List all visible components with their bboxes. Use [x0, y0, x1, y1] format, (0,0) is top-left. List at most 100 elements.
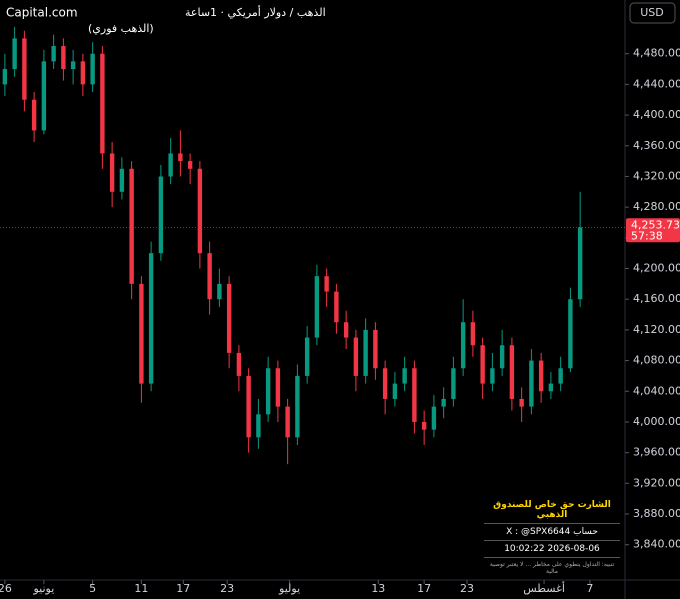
candle-body	[119, 168, 125, 192]
candle-body	[558, 368, 563, 384]
candle-body	[431, 406, 437, 430]
last-price-box	[626, 218, 680, 243]
candle-body	[2, 69, 8, 85]
candle-body	[129, 168, 134, 284]
candle-body	[256, 414, 261, 438]
x-tick-label: يونيو	[32, 582, 54, 595]
candle-body	[12, 38, 17, 70]
y-tick-label: 4,000.00	[633, 415, 680, 428]
candle-body	[285, 406, 290, 438]
currency[interactable]: USD	[640, 6, 664, 19]
x-tick-label: 7	[586, 582, 593, 595]
brand: Capital.com	[6, 6, 78, 20]
candle-body	[187, 161, 193, 169]
candle-body	[499, 345, 505, 369]
panel-title: الشارت حق خاص للصندوق الذهبي	[484, 497, 620, 524]
x-tick-label: 23	[460, 582, 474, 595]
candle-body	[51, 46, 56, 62]
candle-body	[22, 38, 27, 100]
y-tick-label: 4,080.00	[633, 354, 680, 367]
candle-body	[509, 345, 515, 399]
candle-body	[451, 368, 456, 399]
y-tick-label: 4,200.00	[633, 262, 680, 275]
y-tick-label: 3,960.00	[633, 446, 680, 459]
candle-body	[382, 368, 388, 399]
y-tick-label: 4,160.00	[633, 292, 680, 305]
candle-body	[314, 276, 320, 338]
candle-body	[412, 368, 417, 422]
x-tick-label: 11	[134, 582, 148, 595]
y-tick-label: 4,040.00	[633, 384, 680, 397]
y-tick-label: 4,320.00	[633, 169, 680, 182]
candle-body	[31, 99, 37, 131]
y-tick-label: 3,840.00	[633, 538, 680, 551]
candle-body	[246, 375, 251, 438]
x-tick-label: 17	[176, 582, 190, 595]
candle-body	[304, 337, 310, 376]
candle-body	[519, 398, 524, 407]
x-tick-label: 26	[0, 582, 12, 595]
candle-body	[324, 276, 329, 292]
candle-body	[460, 322, 466, 369]
candle-body	[139, 283, 144, 384]
candle-body	[392, 383, 398, 399]
candle-body	[402, 368, 407, 384]
y-tick-label: 4,360.00	[633, 139, 680, 152]
chart-subtitle: (الذهب فوري)	[88, 22, 154, 35]
candle-body	[207, 253, 212, 300]
candle-body	[295, 375, 300, 438]
y-tick-label: 3,920.00	[633, 476, 680, 489]
y-tick-label: 4,400.00	[633, 108, 680, 121]
candle-body	[236, 352, 242, 376]
candle-body	[197, 168, 203, 254]
timestamp: 2026-08-06 10:02:22	[484, 541, 620, 558]
account: @SPX6644	[521, 527, 571, 537]
candle-body	[80, 61, 86, 85]
candle-body	[70, 61, 76, 70]
candle-body	[90, 53, 95, 85]
last-price-label: 4,253.73	[631, 218, 680, 231]
candle-body	[158, 176, 164, 254]
candle-body	[217, 283, 222, 300]
candle-body	[480, 345, 485, 384]
candle-body	[441, 398, 446, 407]
countdown: 57:38	[631, 229, 663, 242]
watermark-panel: الشارت حق خاص للصندوق الذهبي حساب X : @S…	[484, 497, 620, 578]
y-tick-label: 4,480.00	[633, 47, 680, 60]
candle-body	[226, 283, 232, 353]
currency-button[interactable]	[629, 2, 676, 24]
candle-body	[490, 368, 495, 384]
candle-body	[568, 299, 573, 369]
candle-body	[41, 61, 47, 131]
y-tick-label: 4,120.00	[633, 323, 680, 336]
candle-body	[168, 153, 173, 177]
candle-body	[275, 368, 281, 407]
candle-body	[100, 53, 105, 154]
candle-body	[61, 46, 66, 70]
chart-title: الذهب / دولار أمريكي · 1ساعة	[185, 5, 326, 19]
candle-body	[470, 322, 476, 346]
panel-account-row: حساب X : @SPX6644	[484, 524, 620, 541]
y-tick-label: 3,880.00	[633, 507, 680, 520]
x-tick-label: يوليو	[278, 582, 300, 595]
candle-body	[529, 360, 534, 407]
x-tick-label: 13	[371, 582, 385, 595]
x-tick-label: 23	[220, 582, 234, 595]
account-label: حساب X	[506, 527, 598, 537]
y-tick-label: 4,280.00	[633, 200, 680, 213]
candle-body	[353, 337, 359, 376]
y-tick-label: 4,440.00	[633, 77, 680, 90]
candle-body	[373, 329, 378, 369]
candle-body	[363, 329, 368, 376]
candle-body	[421, 421, 427, 430]
x-tick-label: 17	[417, 582, 431, 595]
disclaimer: تنبيه: التداول ينطوي على مخاطر ... لا يع…	[489, 561, 615, 575]
candle-body	[538, 360, 544, 392]
candle-body	[577, 227, 583, 300]
candle-body	[334, 291, 339, 323]
candle-body	[109, 153, 115, 192]
candle-body	[548, 383, 554, 392]
candle-body	[265, 368, 271, 415]
x-tick-label: 5	[89, 582, 96, 595]
